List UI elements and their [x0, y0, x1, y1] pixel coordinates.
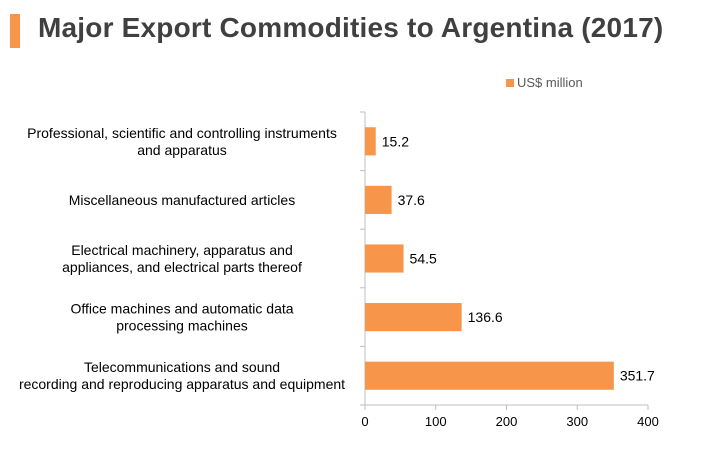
x-tick-label: 200	[496, 414, 518, 429]
bar-value-label: 54.5	[410, 251, 437, 267]
category-label-line: Electrical machinery, apparatus and	[71, 242, 293, 258]
bar-value-label: 351.7	[620, 368, 655, 384]
category-label: Telecommunications and sound recording an…	[19, 359, 345, 392]
x-tick-label: 100	[425, 414, 447, 429]
category-label-line: and apparatus	[137, 142, 227, 158]
category-label-line: Office machines and automatic data	[70, 301, 293, 317]
bar-value-label: 15.2	[382, 133, 409, 149]
category-label-line: recording and reproducing apparatus and …	[19, 376, 345, 392]
category-label-line: Professional, scientific and controlling…	[27, 125, 337, 141]
category-label: Electrical machinery, apparatus and appli…	[62, 242, 302, 275]
x-tick-label: 0	[361, 414, 368, 429]
bar	[365, 185, 392, 214]
x-tick-label: 300	[566, 414, 588, 429]
bar	[365, 303, 462, 332]
category-label-line: appliances, and electrical parts thereof	[62, 259, 302, 275]
title-accent-bar	[10, 14, 20, 48]
category-label: Professional, scientific and controlling…	[27, 125, 337, 158]
bar-value-label: 136.6	[468, 309, 503, 325]
bar	[365, 127, 376, 156]
legend-swatch-icon	[506, 78, 514, 87]
category-label: Miscellaneous manufactured articles	[69, 192, 295, 208]
category-label-line: processing machines	[116, 318, 248, 334]
category-label-line: Telecommunications and sound	[84, 359, 280, 375]
bar	[365, 244, 404, 273]
bar-value-label: 37.6	[398, 192, 425, 208]
category-label: Office machines and automatic data proces…	[70, 301, 293, 334]
bar	[365, 361, 614, 390]
legend-label: US$ million	[517, 75, 583, 90]
page-title: Major Export Commodities to Argentina (2…	[38, 12, 664, 43]
x-tick-label: 400	[637, 414, 659, 429]
category-label-line: Miscellaneous manufactured articles	[69, 192, 295, 208]
chart-legend: US$ million	[506, 75, 583, 90]
